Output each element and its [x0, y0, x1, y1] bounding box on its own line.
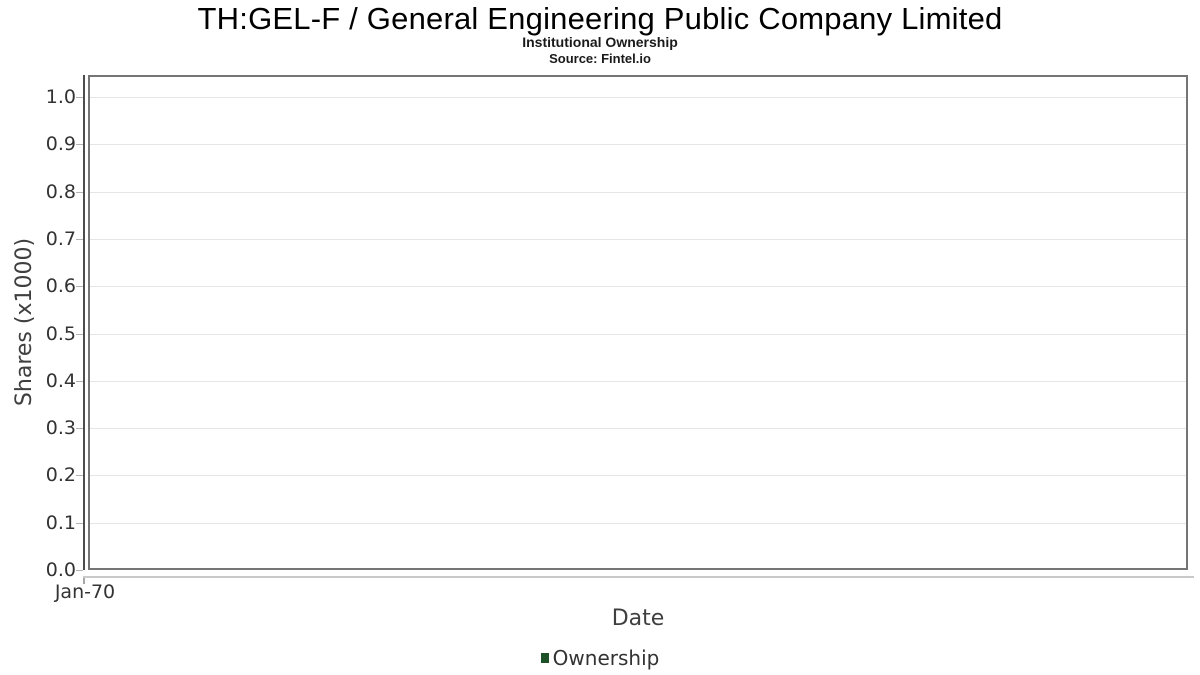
chart-subtitle: Institutional Ownership	[522, 34, 678, 50]
y-axis-tick-mark	[76, 428, 83, 430]
y-axis-tick-label: 0.5	[45, 322, 76, 345]
y-axis-tick-label: 0.7	[45, 227, 76, 250]
plot-area	[88, 75, 1188, 570]
gridline	[90, 380, 1186, 382]
x-axis-tick-label: Jan-70	[54, 581, 116, 603]
legend-marker-ownership	[540, 653, 549, 663]
gridline	[90, 238, 1186, 240]
y-axis-tick-label: 0.4	[45, 369, 76, 392]
gridline	[90, 522, 1186, 524]
gridline	[90, 428, 1186, 430]
y-axis-tick-label: 0.6	[45, 275, 76, 298]
gridline	[90, 286, 1186, 288]
y-axis-tick-label: 0.8	[45, 180, 76, 203]
y-axis-tick-mark	[76, 191, 83, 193]
y-axis-tick-mark	[76, 570, 83, 571]
y-axis-tick-label: 0.1	[45, 511, 76, 534]
y-axis-tick-label: 0.2	[45, 464, 76, 487]
y-axis-line	[83, 75, 85, 570]
legend-label-ownership: Ownership	[552, 646, 660, 670]
legend: Ownership	[0, 645, 1200, 671]
y-axis-tick-mark	[76, 97, 83, 98]
y-axis-tick-label: 0.0	[45, 559, 76, 581]
y-axis-tick-mark	[76, 286, 83, 288]
y-axis-tick-mark	[76, 522, 83, 524]
x-axis-tick-mark	[83, 578, 85, 584]
y-axis-tick-mark	[76, 144, 83, 146]
y-axis-tick-label: 0.9	[45, 133, 76, 156]
x-axis-line	[83, 576, 1194, 578]
gridline	[90, 97, 1186, 98]
chart-source: Source: Fintel.io	[549, 51, 651, 66]
gridline	[90, 333, 1186, 335]
y-axis-tick-mark	[76, 333, 83, 335]
gridline	[90, 191, 1186, 193]
x-axis-title: Date	[611, 606, 665, 631]
y-axis-tick-label: 1.0	[45, 86, 76, 108]
y-axis-tick-label: 0.3	[45, 417, 76, 440]
gridline	[90, 144, 1186, 146]
y-axis-title: Shares (x1000)	[12, 237, 37, 407]
y-axis-tick-mark	[76, 380, 83, 382]
chart-title: TH:GEL-F / General Engineering Public Co…	[197, 1, 1003, 36]
y-axis-tick-mark	[76, 238, 83, 240]
y-axis-tick-mark	[76, 475, 83, 477]
gridline	[90, 475, 1186, 477]
